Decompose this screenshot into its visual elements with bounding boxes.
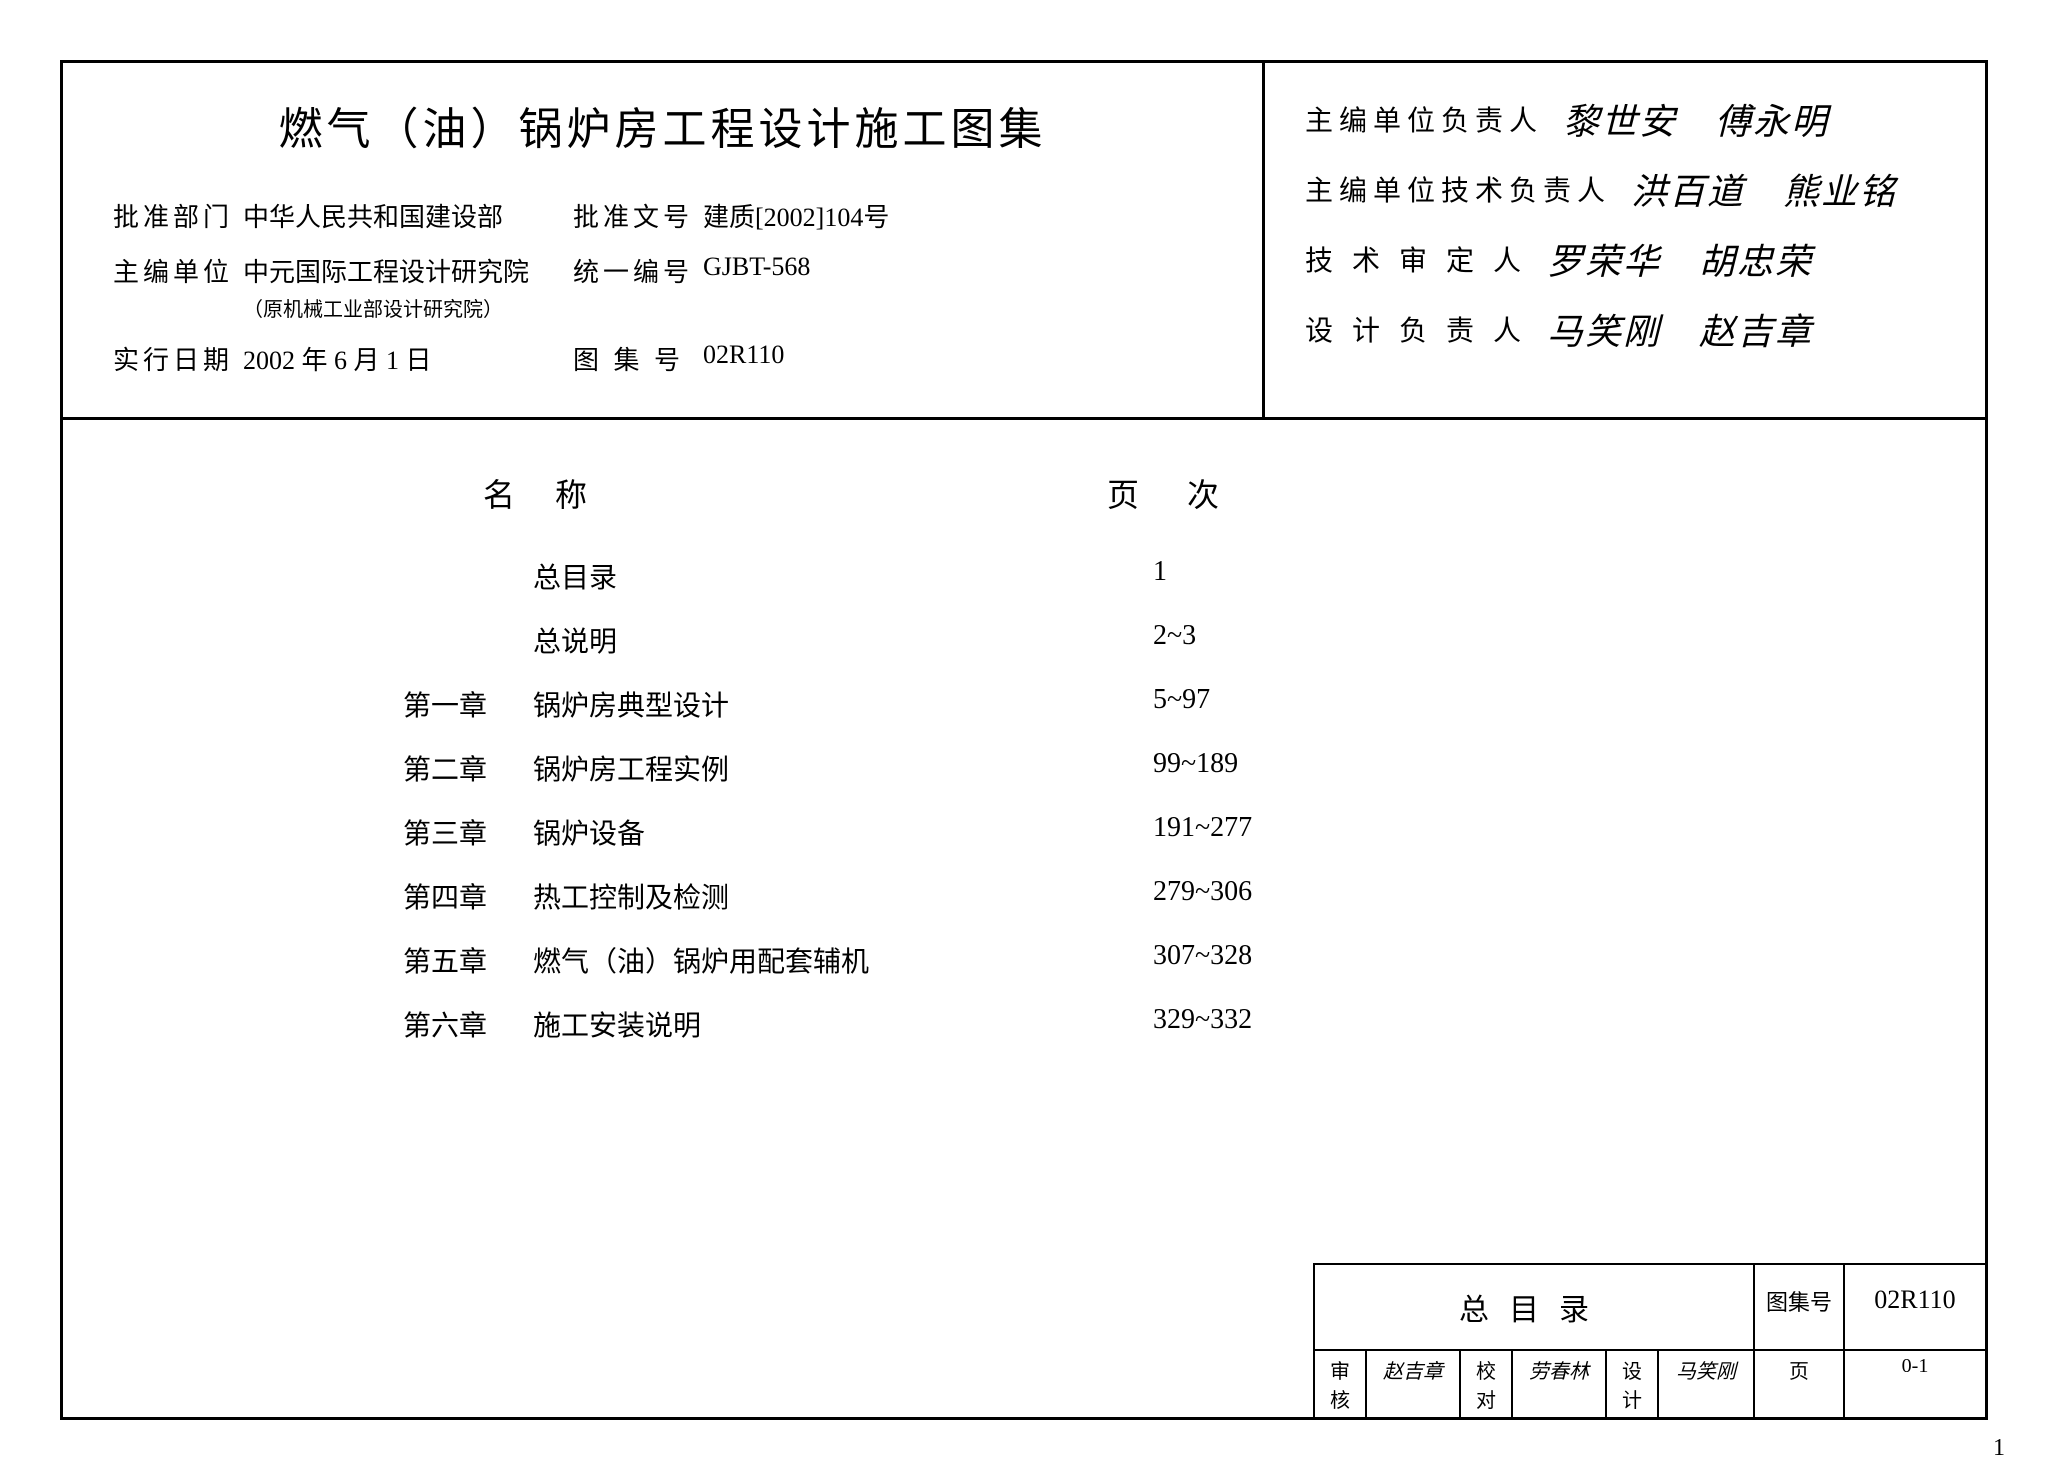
toc-name: 热工控制及检测 [533, 876, 1033, 916]
toc-chapter: 第四章 [403, 876, 533, 916]
footer-block: 总目录 图集号 02R110 审核 赵吉章 校对 劳春林 设计 马笑刚 页 0-… [1313, 1263, 1985, 1417]
info-label: 主编单位 [113, 252, 243, 289]
footer-design-label: 设计 [1607, 1351, 1659, 1417]
toc-chapter: 第五章 [403, 940, 533, 980]
footer-bottom: 审核 赵吉章 校对 劳春林 设计 马笑刚 页 0-1 [1315, 1351, 1985, 1417]
toc-name: 锅炉房工程实例 [533, 748, 1033, 788]
signature-value: 马笑刚 赵吉章 [1547, 303, 1813, 355]
toc-chapter: 第一章 [403, 684, 533, 724]
toc-pages: 5~97 [1153, 684, 1210, 724]
signature-row: 主编单位技术负责人 洪百道 熊业铭 [1305, 163, 1945, 215]
info-label: 批准部门 [113, 197, 243, 234]
signature-value: 洪百道 熊业铭 [1631, 163, 1897, 215]
info-grid: 批准部门 中华人民共和国建设部 批准文号 建质[2002]104号 主编单位 中… [113, 197, 1212, 377]
page-frame: 燃气（油）锅炉房工程设计施工图集 批准部门 中华人民共和国建设部 批准文号 建质… [60, 60, 1988, 1420]
info-subvalue: （原机械工业部设计研究院） [243, 293, 573, 322]
info-value: 2002 年 6 月 1 日 [243, 340, 573, 377]
signature-label: 设 计 负 责 人 [1305, 309, 1527, 349]
header-right: 主编单位负责人 黎世安 傅永明 主编单位技术负责人 洪百道 熊业铭 技 术 审 … [1265, 63, 1985, 417]
info-value: 中华人民共和国建设部 [243, 197, 573, 234]
toc-name: 锅炉设备 [533, 812, 1033, 852]
footer-page-value: 0-1 [1845, 1351, 1985, 1417]
footer-page-label: 页 [1755, 1351, 1845, 1417]
signature-value: 黎世安 傅永明 [1563, 93, 1829, 145]
header-row: 燃气（油）锅炉房工程设计施工图集 批准部门 中华人民共和国建设部 批准文号 建质… [63, 63, 1985, 420]
toc-row: 总说明 2~3 [143, 620, 1905, 660]
info-label: 批准文号 [573, 197, 703, 234]
signature-label: 主编单位技术负责人 [1305, 169, 1611, 209]
footer-review-sig: 赵吉章 [1367, 1351, 1461, 1417]
toc-name: 施工安装说明 [533, 1004, 1033, 1044]
info-value: 02R110 [703, 340, 953, 370]
signature-value: 罗荣华 胡忠荣 [1547, 233, 1813, 285]
toc-pages: 307~328 [1153, 940, 1252, 980]
toc-row: 第五章 燃气（油）锅炉用配套辅机 307~328 [143, 940, 1905, 980]
toc-chapter: 第三章 [403, 812, 533, 852]
info-label: 实行日期 [113, 340, 243, 377]
main-title: 燃气（油）锅炉房工程设计施工图集 [113, 93, 1212, 157]
footer-check-sig: 劳春林 [1513, 1351, 1607, 1417]
toc-chapter [403, 556, 533, 596]
info-value: 建质[2002]104号 [703, 197, 953, 234]
toc-chapter: 第二章 [403, 748, 533, 788]
footer-set-value: 02R110 [1845, 1265, 1985, 1349]
toc-pages: 329~332 [1153, 1004, 1252, 1044]
info-label: 图 集 号 [573, 340, 703, 377]
toc-row: 第六章 施工安装说明 329~332 [143, 1004, 1905, 1044]
toc-row: 第四章 热工控制及检测 279~306 [143, 876, 1905, 916]
toc-pages: 191~277 [1153, 812, 1252, 852]
toc-header: 名称 页 次 [143, 470, 1905, 516]
toc-section: 名称 页 次 总目录 1 总说明 2~3 第一章 锅炉房典型设计 5~97 第二… [63, 420, 1985, 1417]
toc-name: 总说明 [533, 620, 1033, 660]
footer-top: 总目录 图集号 02R110 [1315, 1265, 1985, 1351]
toc-row: 总目录 1 [143, 556, 1905, 596]
signature-label: 主编单位负责人 [1305, 99, 1543, 139]
info-value: GJBT-568 [703, 252, 953, 282]
footer-set-label: 图集号 [1755, 1265, 1845, 1349]
toc-pages: 279~306 [1153, 876, 1252, 916]
signature-row: 技 术 审 定 人 罗荣华 胡忠荣 [1305, 233, 1945, 285]
signature-row: 主编单位负责人 黎世安 傅永明 [1305, 93, 1945, 145]
toc-name: 燃气（油）锅炉用配套辅机 [533, 940, 1033, 980]
footer-title: 总目录 [1315, 1265, 1755, 1349]
page-number: 1 [1993, 1435, 2005, 1462]
signature-row: 设 计 负 责 人 马笑刚 赵吉章 [1305, 303, 1945, 355]
footer-review-label: 审核 [1315, 1351, 1367, 1417]
toc-chapter [403, 620, 533, 660]
toc-row: 第二章 锅炉房工程实例 99~189 [143, 748, 1905, 788]
footer-design-sig: 马笑刚 [1659, 1351, 1755, 1417]
footer-check-label: 校对 [1461, 1351, 1513, 1417]
toc-pages: 1 [1153, 556, 1167, 596]
toc-header-name: 名称 [483, 470, 627, 516]
toc-chapter: 第六章 [403, 1004, 533, 1044]
info-value: 中元国际工程设计研究院 [243, 252, 573, 289]
toc-row: 第三章 锅炉设备 191~277 [143, 812, 1905, 852]
info-label: 统一编号 [573, 252, 703, 289]
signature-label: 技 术 审 定 人 [1305, 239, 1527, 279]
toc-row: 第一章 锅炉房典型设计 5~97 [143, 684, 1905, 724]
header-left: 燃气（油）锅炉房工程设计施工图集 批准部门 中华人民共和国建设部 批准文号 建质… [63, 63, 1265, 417]
info-value-group: 中元国际工程设计研究院 （原机械工业部设计研究院） [243, 252, 573, 322]
toc-name: 锅炉房典型设计 [533, 684, 1033, 724]
toc-header-page: 页 次 [1107, 470, 1239, 516]
toc-name: 总目录 [533, 556, 1033, 596]
toc-pages: 99~189 [1153, 748, 1238, 788]
toc-pages: 2~3 [1153, 620, 1196, 660]
